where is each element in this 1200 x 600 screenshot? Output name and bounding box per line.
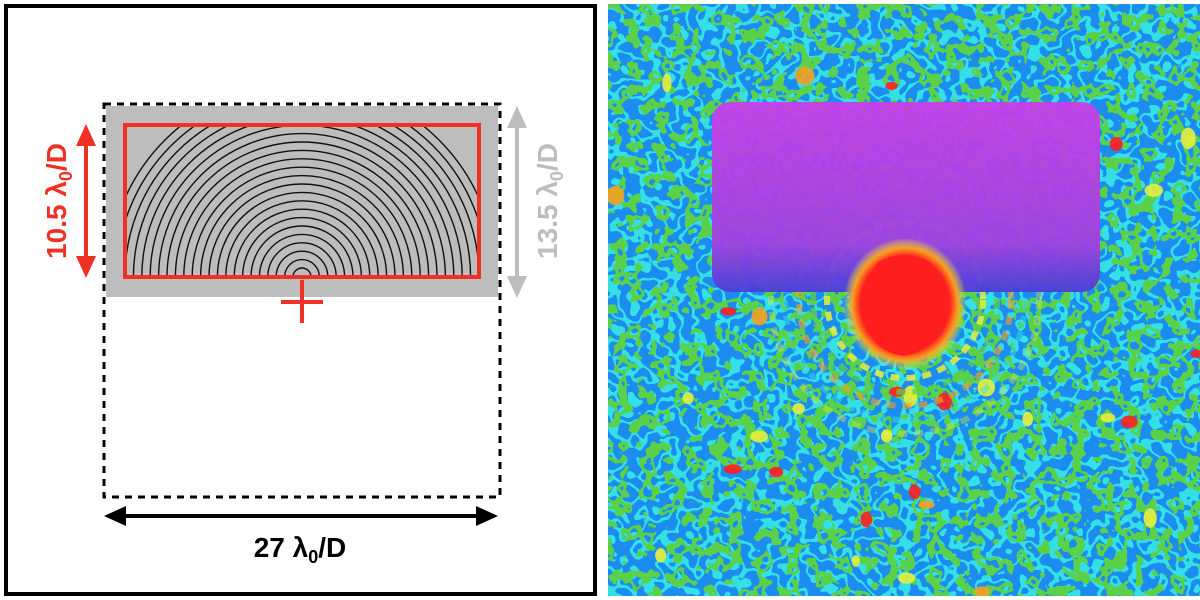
speckle-spot xyxy=(608,186,625,206)
speckle-spot xyxy=(977,378,995,397)
speckle-spot xyxy=(795,66,815,85)
central-star-core xyxy=(865,255,946,356)
fringe-arc xyxy=(225,200,379,277)
fringe-arc xyxy=(292,267,312,277)
speckle-spot xyxy=(662,73,672,93)
speckle-spot xyxy=(769,466,784,478)
speckle-spot xyxy=(1109,137,1123,151)
left-panel: 10.5 λ0/D 13.5 λ0/D 27 λ0/D xyxy=(4,4,597,596)
diffraction-ring xyxy=(824,219,986,381)
fringe-arc xyxy=(208,183,396,277)
fringe-arc xyxy=(191,166,413,277)
right-panel-image xyxy=(608,4,1200,596)
dark-hole-red-outline xyxy=(123,123,481,279)
fringe-arc xyxy=(250,225,354,277)
fringe-arc xyxy=(241,216,363,277)
speckle-spot xyxy=(851,555,861,567)
speckle-spot xyxy=(1190,349,1200,358)
fringe-arc xyxy=(199,174,405,277)
speckle-spot xyxy=(682,392,694,405)
red-dimension-arrow xyxy=(76,124,96,278)
full-field-box xyxy=(102,102,502,499)
speckle-spot xyxy=(898,572,916,584)
red-dimension-label: 10.5 λ0/D xyxy=(41,143,76,259)
speckle-spot xyxy=(655,548,667,563)
speckle-spot xyxy=(751,308,768,326)
speckle-spot xyxy=(880,429,893,443)
fringe-arc xyxy=(233,208,371,277)
gray-dimension-label: 13.5 λ0/D xyxy=(532,143,567,259)
speckle-spot xyxy=(720,307,737,316)
speckle-spot xyxy=(1143,508,1157,528)
speckle-spot xyxy=(750,430,768,443)
fringe-arc xyxy=(267,242,337,277)
speckle-spot xyxy=(1180,127,1196,150)
speckle-spot xyxy=(1144,183,1164,197)
dark-hole-texture xyxy=(712,102,1100,292)
speckle-spot xyxy=(723,464,743,474)
star-position-cross xyxy=(281,280,323,323)
speckle-spot xyxy=(792,403,805,415)
speckle-spot xyxy=(973,586,990,596)
black-dimension-label: 27 λ0/D xyxy=(254,532,347,567)
speckle-spot xyxy=(860,511,873,528)
black-dimension-arrow xyxy=(104,506,498,526)
speckle-spot xyxy=(885,81,898,90)
gray-dimension-arrow xyxy=(507,106,527,298)
speckle-spot xyxy=(1100,413,1116,423)
fringe-arc xyxy=(166,141,438,277)
fringe-arc xyxy=(183,158,421,277)
speckle-spot xyxy=(908,484,921,500)
fringe-arc xyxy=(283,258,321,277)
fringe-arc xyxy=(157,132,447,277)
speckle-spot xyxy=(1120,415,1138,429)
speckle-spot xyxy=(918,500,935,509)
speckle-spot xyxy=(1022,411,1033,427)
